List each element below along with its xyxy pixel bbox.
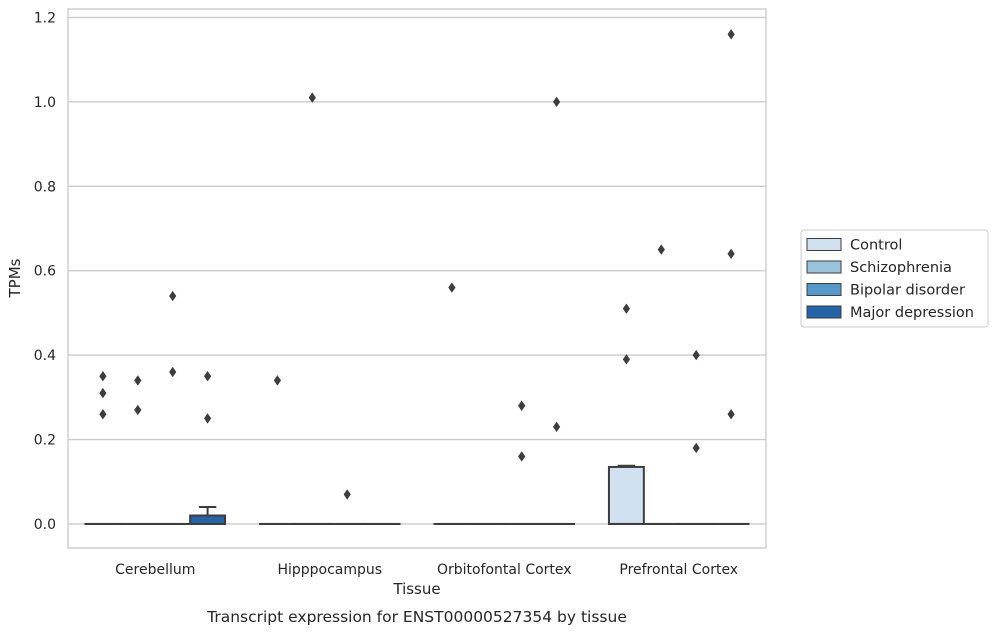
outlier-point [204, 413, 212, 424]
y-tick-label: 1.0 [34, 95, 56, 111]
grid [68, 16, 766, 525]
outlier-point [99, 387, 107, 399]
chart-caption: Transcript expression for ENST0000052735… [206, 608, 627, 626]
box-0-3 [607, 464, 645, 525]
outlier-point [692, 442, 700, 454]
outlier-point [622, 354, 630, 365]
outliers [99, 29, 735, 500]
y-tick-label: 0.4 [34, 348, 56, 364]
box-body [189, 514, 227, 525]
y-tick-label: 0.2 [34, 433, 56, 449]
box-plots [84, 464, 750, 525]
outlier-point [692, 349, 700, 361]
y-tick-label: 0.6 [34, 264, 56, 280]
outlier-point [622, 303, 630, 314]
y-tick-labels: 0.0 0.2 0.4 0.6 0.8 1.0 1.2 [34, 10, 56, 532]
outlier-point [308, 92, 316, 103]
outlier-point [169, 290, 177, 302]
outlier-point [134, 375, 142, 386]
outlier-point [273, 375, 281, 386]
legend-frame [800, 229, 989, 328]
y-tick-label: 0.0 [34, 517, 56, 533]
x-tick-labels: Cerebellum Hipppocampus Orbitofontal Corte… [115, 562, 738, 578]
outlier-point [518, 451, 526, 462]
x-tick-label: Orbitofontal Cortex [437, 562, 572, 578]
y-tick-label: 0.8 [34, 179, 56, 195]
outlier-point [657, 244, 665, 255]
box-body [607, 465, 645, 525]
outlier-point [169, 366, 177, 378]
legend-swatch [806, 238, 842, 251]
x-tick-label: Prefrontal Cortex [619, 562, 738, 578]
outlier-point [553, 96, 561, 108]
x-tick-label: Cerebellum [115, 562, 195, 578]
legend-swatch [806, 283, 842, 296]
plot-frame [67, 8, 767, 549]
legend-label: Schizophrenia [850, 260, 952, 276]
outlier-point [99, 371, 107, 382]
outlier-point [343, 489, 351, 500]
outlier-point [204, 371, 212, 382]
x-tick-label: Hipppocampus [277, 562, 382, 578]
outlier-point [134, 404, 142, 416]
outlier-point [727, 29, 735, 40]
outlier-point [553, 421, 561, 433]
outlier-point [448, 282, 456, 293]
outlier-point [727, 408, 735, 420]
y-axis-label: TPMs [6, 258, 24, 298]
legend-label: Major depression [850, 305, 974, 321]
outlier-point [727, 248, 735, 260]
box-3-0 [189, 506, 227, 525]
x-axis-label: Tissue [392, 580, 440, 598]
legend-label: Bipolar disorder [850, 283, 965, 299]
legend-swatch [806, 305, 842, 319]
outlier-point [518, 400, 526, 411]
y-tick-label: 1.2 [34, 10, 56, 26]
legend: Control Schizophrenia Bipolar disorder Majo… [800, 229, 989, 328]
outlier-point [99, 408, 107, 420]
legend-label: Control [850, 238, 902, 254]
legend-swatch [806, 260, 842, 274]
